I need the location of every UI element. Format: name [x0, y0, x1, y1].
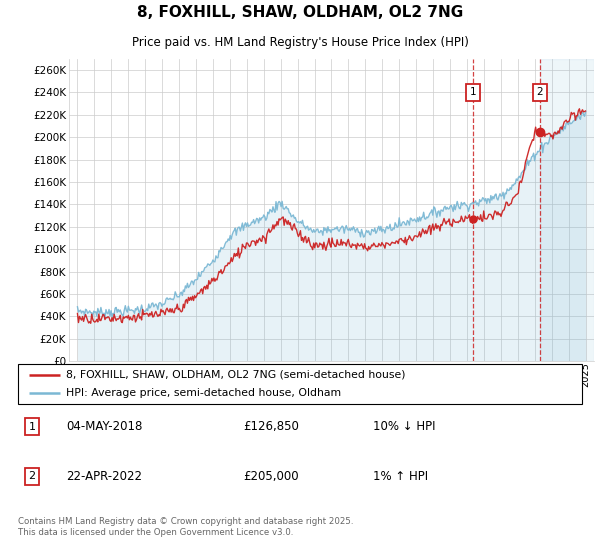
Text: 8, FOXHILL, SHAW, OLDHAM, OL2 7NG (semi-detached house): 8, FOXHILL, SHAW, OLDHAM, OL2 7NG (semi-… [66, 370, 406, 380]
Text: Contains HM Land Registry data © Crown copyright and database right 2025.
This d: Contains HM Land Registry data © Crown c… [18, 517, 353, 536]
Text: 04-MAY-2018: 04-MAY-2018 [66, 420, 142, 433]
Bar [540, 59, 594, 361]
Text: 1% ↑ HPI: 1% ↑ HPI [373, 470, 428, 483]
Text: £205,000: £205,000 [244, 470, 299, 483]
Text: 1: 1 [29, 422, 35, 432]
Text: 2: 2 [536, 87, 543, 97]
Text: Price paid vs. HM Land Registry's House Price Index (HPI): Price paid vs. HM Land Registry's House … [131, 36, 469, 49]
Text: 1: 1 [470, 87, 476, 97]
Text: 8, FOXHILL, SHAW, OLDHAM, OL2 7NG: 8, FOXHILL, SHAW, OLDHAM, OL2 7NG [137, 6, 463, 20]
Text: 2: 2 [29, 472, 35, 482]
Text: £126,850: £126,850 [244, 420, 299, 433]
Text: 22-APR-2022: 22-APR-2022 [66, 470, 142, 483]
Text: 10% ↓ HPI: 10% ↓ HPI [373, 420, 436, 433]
Text: HPI: Average price, semi-detached house, Oldham: HPI: Average price, semi-detached house,… [66, 389, 341, 398]
